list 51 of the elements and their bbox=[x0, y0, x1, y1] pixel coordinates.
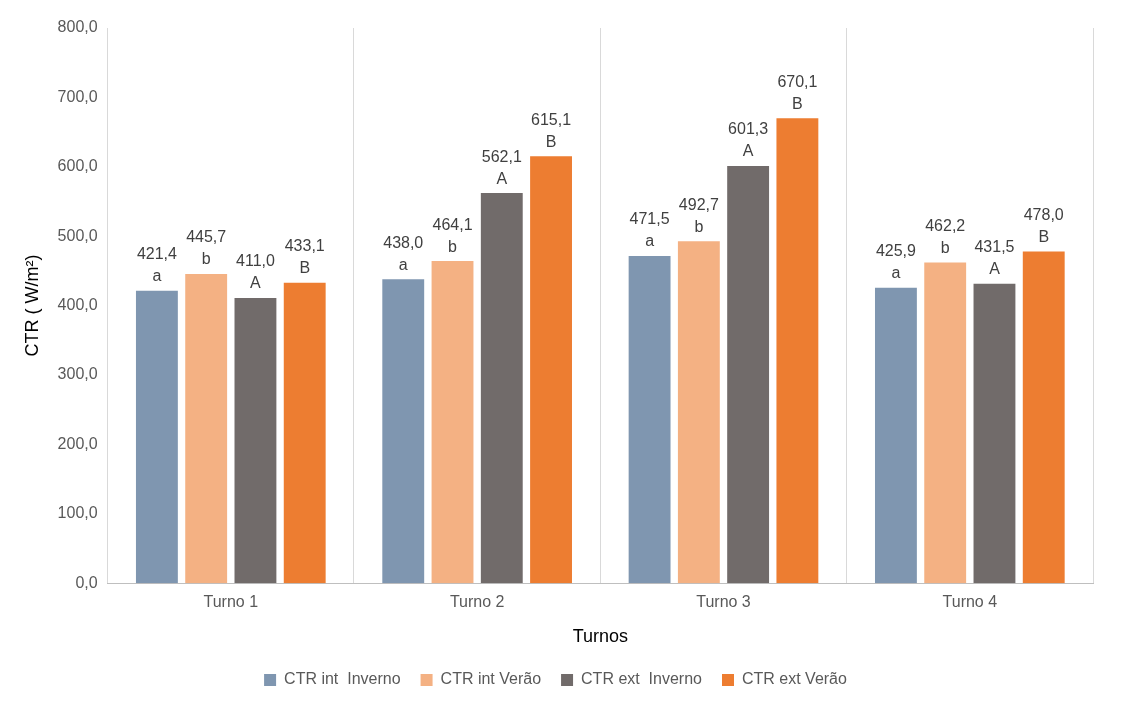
bar bbox=[382, 279, 425, 584]
y-tick-label: 800,0 bbox=[57, 18, 98, 36]
x-tick-label: Turno 2 bbox=[449, 593, 505, 611]
legend-label: CTR int Inverno bbox=[284, 670, 401, 688]
legend-label: CTR ext Verão bbox=[741, 670, 848, 688]
legend-label: CTR ext Inverno bbox=[581, 670, 703, 688]
data-label: 425,9 a bbox=[875, 242, 917, 282]
y-tick-label: 400,0 bbox=[57, 296, 98, 314]
y-axis-title: CTR ( W/m²) bbox=[21, 254, 42, 357]
bar bbox=[1022, 251, 1065, 584]
bar bbox=[135, 290, 178, 584]
data-label: 433,1 B bbox=[284, 237, 325, 277]
bar bbox=[776, 118, 819, 584]
x-tick-label: Turno 3 bbox=[696, 593, 751, 611]
data-label: 445,7 b bbox=[186, 228, 227, 268]
y-tick-label: 300,0 bbox=[57, 365, 98, 383]
data-label: 411,0 A bbox=[236, 252, 275, 292]
y-tick-label: 700,0 bbox=[57, 87, 98, 105]
y-tick-label: 0,0 bbox=[75, 573, 98, 591]
data-label: 601,3 A bbox=[728, 120, 769, 160]
data-label: 471,5 a bbox=[629, 210, 670, 250]
data-label: 492,7 b bbox=[678, 195, 719, 235]
x-axis-title: Turnos bbox=[572, 626, 628, 647]
y-tick-label: 100,0 bbox=[57, 504, 98, 522]
bar bbox=[874, 287, 917, 584]
bar bbox=[727, 165, 770, 584]
bar bbox=[431, 261, 474, 584]
x-tick-label: Turno 4 bbox=[942, 593, 998, 611]
bar bbox=[530, 156, 572, 584]
data-label: 438,0 a bbox=[383, 233, 424, 273]
bar bbox=[973, 283, 1016, 584]
data-label: 615,1 B bbox=[531, 110, 572, 150]
bar bbox=[480, 193, 523, 584]
bar bbox=[628, 255, 671, 584]
y-tick-label: 600,0 bbox=[57, 157, 98, 175]
data-label: 464,1 b bbox=[432, 215, 473, 255]
y-tick-label: 500,0 bbox=[57, 226, 98, 244]
bar bbox=[924, 262, 967, 584]
bar bbox=[185, 273, 228, 584]
data-label: 670,1 B bbox=[777, 72, 818, 112]
bar bbox=[283, 282, 326, 584]
data-label: 421,4 a bbox=[136, 245, 178, 285]
data-label: 562,1 A bbox=[481, 147, 522, 187]
bar bbox=[677, 241, 720, 584]
data-label: 431,5 A bbox=[974, 238, 1015, 278]
y-tick-label: 200,0 bbox=[57, 434, 98, 452]
legend-label: CTR int Verão bbox=[440, 670, 542, 688]
x-tick-label: Turno 1 bbox=[203, 593, 259, 611]
bar bbox=[234, 297, 277, 584]
data-label: 478,0 B bbox=[1023, 205, 1064, 245]
data-label: 462,2 b bbox=[925, 216, 966, 256]
